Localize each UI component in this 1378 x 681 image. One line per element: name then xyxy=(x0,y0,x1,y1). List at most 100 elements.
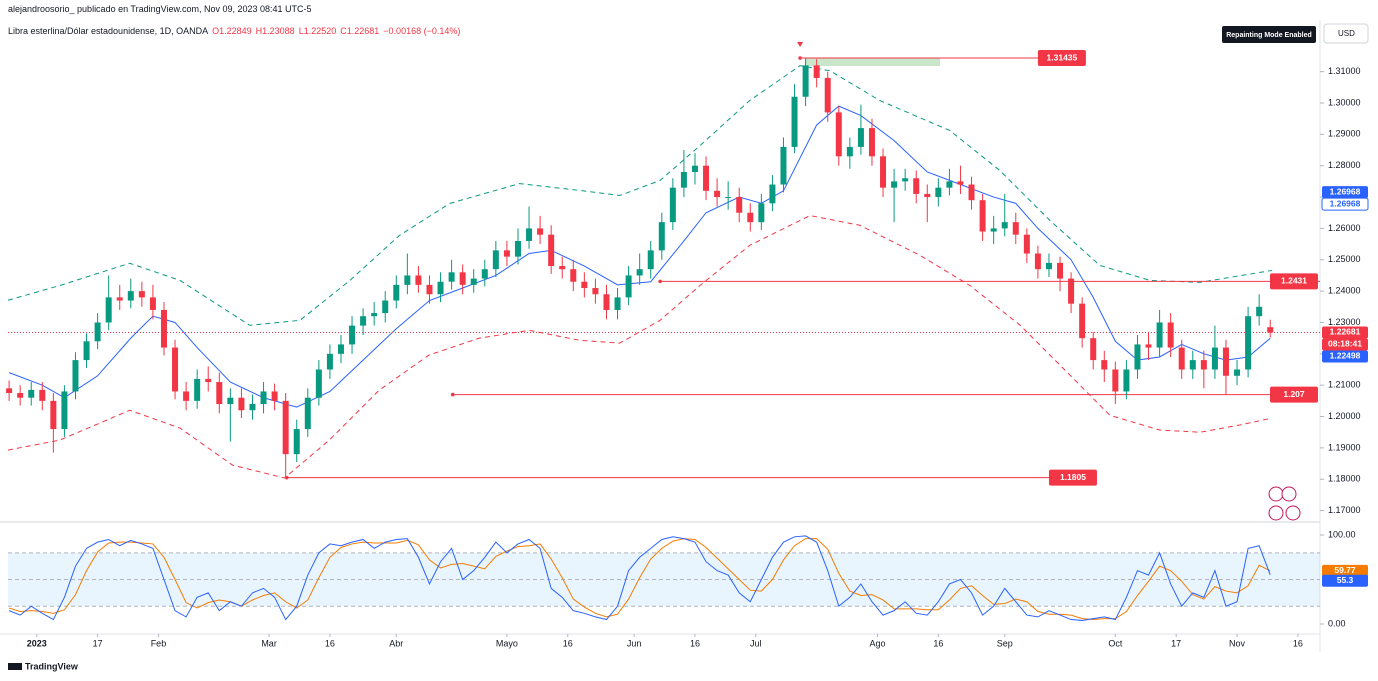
candle-body xyxy=(1101,360,1108,370)
stoch-k-value-bg xyxy=(1322,574,1368,587)
candle-body xyxy=(315,369,322,398)
candle-body xyxy=(172,347,179,392)
candle-body xyxy=(94,322,101,342)
candle-body xyxy=(514,240,521,257)
candle-body xyxy=(238,397,245,411)
candle-body xyxy=(1267,327,1274,333)
candle-body xyxy=(149,297,156,310)
lower-envelope xyxy=(7,215,1272,479)
candle-body xyxy=(1023,234,1030,254)
candle-body xyxy=(503,250,510,257)
candle-body xyxy=(846,146,853,157)
indicator-value: 1.26968 xyxy=(1330,198,1361,208)
candle-body xyxy=(28,389,35,398)
ma-value: 1.22498 xyxy=(1330,351,1361,361)
candle-body xyxy=(459,272,466,285)
candle-body xyxy=(83,341,90,361)
y-tick-label: 1.28000 xyxy=(1328,160,1361,170)
brand: TradingView xyxy=(25,661,79,671)
ohlc: −0.00168 (−0.14%) xyxy=(383,26,461,36)
candle-body xyxy=(282,400,289,455)
indicator-value-bg xyxy=(1321,197,1369,211)
candle-body xyxy=(924,193,931,198)
candle-body xyxy=(415,275,422,285)
currency[interactable]: USD xyxy=(1338,29,1355,38)
y-tick-label: 1.18000 xyxy=(1328,474,1361,484)
ohlc: C1.22681 xyxy=(340,26,380,36)
candle-body xyxy=(1234,369,1241,376)
stoch-d-value: 59.77 xyxy=(1334,565,1356,575)
level-label: 1.2431 xyxy=(1281,276,1307,286)
candle-body xyxy=(581,281,588,288)
ma-value-bg xyxy=(1322,350,1368,363)
candle-body xyxy=(1189,360,1196,370)
candle-body xyxy=(824,77,831,113)
level-label: 1.31435 xyxy=(1047,52,1078,62)
stoch-k xyxy=(8,535,1271,621)
candle-body xyxy=(680,171,687,188)
stoch-k-value: 55.3 xyxy=(1337,575,1354,585)
x-tick-label: 16 xyxy=(325,638,335,648)
candle-body xyxy=(249,403,256,411)
candle-body xyxy=(127,291,134,301)
candle-body xyxy=(116,297,123,301)
x-tick-label: 16 xyxy=(690,638,700,648)
candle-body xyxy=(990,228,997,232)
stoch-d xyxy=(8,538,1271,621)
candle-body xyxy=(1178,347,1185,370)
candle-body xyxy=(658,222,665,251)
candle-body xyxy=(736,197,743,213)
candle-body xyxy=(1222,347,1229,376)
x-tick-label: 16 xyxy=(563,638,573,648)
candle-body xyxy=(1001,222,1008,229)
candle-body xyxy=(669,187,676,223)
candle-body xyxy=(61,391,68,430)
candle-body xyxy=(371,313,378,317)
candle-body xyxy=(1034,253,1041,270)
badge: Repainting Mode Enabled xyxy=(1226,32,1312,39)
candle-body xyxy=(260,391,267,404)
x-tick-label: Abr xyxy=(389,638,403,648)
candle-body xyxy=(6,388,13,394)
candle-body xyxy=(603,294,610,310)
level-box xyxy=(1037,50,1086,67)
candle-body xyxy=(183,391,190,401)
candle-body xyxy=(1045,262,1052,270)
peak-marker xyxy=(797,42,804,48)
candle-body xyxy=(349,325,356,345)
candle-body xyxy=(813,65,820,78)
candle-body xyxy=(647,250,654,270)
candle-body xyxy=(1145,344,1152,348)
candle-body xyxy=(39,389,46,401)
candle-body xyxy=(160,309,167,348)
y-tick-label: 1.30000 xyxy=(1328,97,1361,107)
candle-body xyxy=(17,393,24,398)
y-tick-label: 1.29000 xyxy=(1328,129,1361,139)
candle-body xyxy=(304,397,311,430)
candle-body xyxy=(138,291,145,298)
candle-body xyxy=(470,278,477,285)
candle-body xyxy=(293,429,300,455)
osc-tick-label: 0.00 xyxy=(1328,618,1346,628)
candle-body xyxy=(271,391,278,401)
candle-body xyxy=(437,281,444,295)
currency-button[interactable] xyxy=(1323,23,1369,44)
symbol-title: Libra esterlina/Dólar estadounidense, 1D… xyxy=(8,26,209,36)
candle-body xyxy=(404,275,411,285)
candle-body xyxy=(1156,322,1163,348)
x-tick-label: Mayo xyxy=(496,638,518,648)
x-tick-label: 16 xyxy=(1293,638,1303,648)
candle-body xyxy=(1167,322,1174,348)
candle-body xyxy=(337,344,344,354)
candle-body xyxy=(868,128,875,157)
candle-body xyxy=(902,178,909,182)
candle-body xyxy=(1245,316,1252,370)
x-tick-label: Sep xyxy=(997,638,1013,648)
x-tick-label: 17 xyxy=(93,638,103,648)
candle-body xyxy=(105,297,112,323)
indicator-value: 1.26968 xyxy=(1330,186,1361,196)
candle-body xyxy=(1134,344,1141,370)
level-box xyxy=(1270,273,1318,290)
candle-body xyxy=(426,284,433,295)
